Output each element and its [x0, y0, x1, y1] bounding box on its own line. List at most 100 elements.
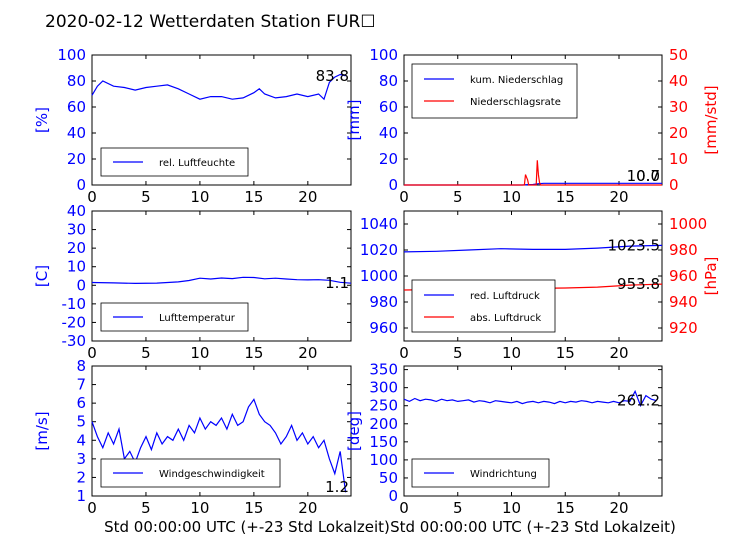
series-line-niederschlagsrate	[404, 160, 662, 186]
current-value-label: 10.7	[627, 167, 660, 185]
axes-frame	[403, 365, 663, 497]
y-tick-label: 6	[76, 394, 86, 412]
y-right-tick-label: 0	[669, 176, 679, 194]
x-tick-label: 5	[453, 344, 463, 362]
legend: red. Luftdruck abs. Luftdruck	[411, 279, 556, 333]
legend-label: rel. Luftfeuchte	[159, 158, 235, 169]
y-axis-label: [%]	[33, 107, 51, 133]
legend: Windgeschwindigkeit	[100, 458, 281, 488]
y-axis-label: [C]	[33, 265, 51, 287]
panel-precipitation: 0 5 10 15 20 0 20 40 60 80 100 0 10 20 30 40 50 [mm] [mm/s…	[345, 46, 720, 206]
y-tick-label: 3	[76, 450, 86, 468]
y-right-tick-label: 1000	[669, 215, 707, 233]
x-tick-label: 10	[502, 499, 521, 517]
x-tick-label: 15	[556, 499, 575, 517]
x-tick-label: 0	[399, 344, 409, 362]
x-tick-label: 10	[190, 344, 209, 362]
y-tick-label: 60	[379, 98, 398, 116]
panel-winddirection: 0 5 10 15 20050100150200250300350[deg]261.2W…	[345, 361, 663, 517]
y-tick-label: 150	[369, 433, 398, 451]
y-tick-label: 1000	[360, 267, 398, 285]
y-right-tick-label: 980	[669, 241, 698, 259]
legend-box	[411, 63, 578, 119]
y-tick-label: 80	[379, 72, 398, 90]
y-right-tick-label: 20	[669, 124, 688, 142]
x-tick-label: 15	[556, 344, 575, 362]
y-tick-label: 20	[67, 150, 86, 168]
y-tick-label: 1	[76, 487, 86, 505]
x-tick-label: 20	[609, 499, 628, 517]
legend-label: Niederschlagsrate	[470, 97, 561, 108]
y-tick-label: 80	[67, 72, 86, 90]
x-tick-label: 10	[190, 499, 209, 517]
figure-title: 2020-02-12 Wetterdaten Station FUR☐	[45, 12, 376, 32]
y-tick-label: 2	[76, 468, 86, 486]
axes-frame	[91, 365, 352, 497]
y-tick-label: 100	[369, 451, 398, 469]
y-tick-label: 960	[369, 319, 398, 337]
y-tick-label: 10	[67, 258, 86, 276]
legend: Lufttemperatur	[100, 302, 249, 332]
y-right-tick-label: 960	[669, 267, 698, 285]
y-tick-label: 8	[76, 357, 86, 375]
y-tick-label: 250	[369, 397, 398, 415]
y-tick-label: 40	[379, 124, 398, 142]
axes-frame	[91, 210, 352, 342]
panel-windspeed: 0 5 10 15 2012345678[m/s]1.2Windgeschwindigk…	[33, 357, 352, 517]
x-axis-label-right: Std 00:00:00 UTC (+-23 Std Lokalzeit)	[390, 518, 676, 536]
x-tick-label: 10	[502, 188, 521, 206]
y-right-tick-label: 10	[669, 150, 688, 168]
y-axis-label: [mm]	[345, 100, 363, 141]
current-value-label-right: 0.0	[636, 167, 660, 185]
y-right-tick-label: 30	[669, 98, 688, 116]
y-right-tick-label: 920	[669, 319, 698, 337]
axes-frame	[91, 54, 352, 186]
legend: rel. Luftfeuchte	[100, 147, 249, 177]
legend-label: kum. Niederschlag	[470, 75, 563, 86]
x-tick-label: 15	[244, 188, 263, 206]
x-tick-label: 5	[453, 188, 463, 206]
y-tick-label: 50	[379, 469, 398, 487]
x-tick-label: 0	[399, 499, 409, 517]
legend-label: Lufttemperatur	[159, 313, 236, 324]
x-tick-label: 15	[556, 188, 575, 206]
current-value-label: 83.8	[316, 67, 349, 85]
y-tick-label: 0	[388, 176, 398, 194]
x-tick-label: 0	[399, 188, 409, 206]
y-tick-label: 300	[369, 379, 398, 397]
legend-label: red. Luftdruck	[470, 291, 540, 302]
current-value-label: 1.1	[325, 274, 349, 292]
y-tick-label: 350	[369, 361, 398, 379]
y-tick-label: -10	[62, 295, 87, 313]
panel-pressure: 0 5 10 15 20 960 980 1000 1020 1040 920 940 960 980 10…	[360, 210, 720, 362]
legend: kum. Niederschlag Niederschlagsrate	[411, 63, 578, 119]
legend: Windrichtung	[411, 458, 550, 488]
x-tick-label: 10	[190, 188, 209, 206]
x-tick-label: 15	[244, 499, 263, 517]
y-tick-label: 980	[369, 293, 398, 311]
y-tick-label: 100	[57, 46, 86, 64]
series-line-lufttemperatur	[91, 276, 352, 285]
y-tick-label: 7	[76, 376, 86, 394]
y-tick-label: 200	[369, 415, 398, 433]
current-value-label: 1.2	[325, 478, 349, 496]
y-tick-label: 0	[388, 487, 398, 505]
y-tick-label: 1020	[360, 241, 398, 259]
series-line-red-luftdruck	[403, 244, 663, 253]
x-tick-label: 15	[244, 344, 263, 362]
x-tick-label: 20	[298, 344, 317, 362]
y-tick-label: 30	[67, 221, 86, 239]
y-tick-label: -30	[62, 332, 87, 350]
x-tick-label: 5	[141, 188, 151, 206]
series-line-windrichtung	[403, 389, 657, 408]
legend-label: Windgeschwindigkeit	[159, 469, 265, 480]
y-tick-label: 40	[67, 202, 86, 220]
legend-box	[411, 279, 556, 333]
x-tick-label: 5	[141, 499, 151, 517]
y-tick-label: 100	[369, 46, 398, 64]
y-tick-label: 60	[67, 98, 86, 116]
x-tick-label: 0	[87, 344, 97, 362]
